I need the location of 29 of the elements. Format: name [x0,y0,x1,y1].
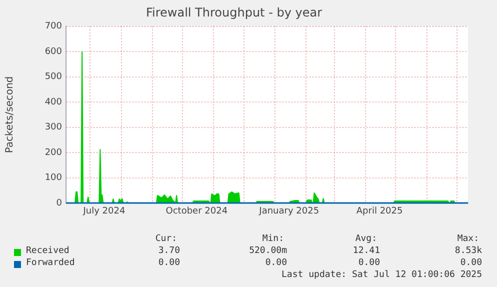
text: Max: [457,234,479,244]
x-tick-label: July 2024 [82,206,126,217]
text: Cur: [155,234,177,244]
x-tick-label: April 2025 [356,206,403,217]
x-tick-label: October 2024 [166,206,228,217]
y-tick-label: 200 [44,148,62,158]
legend-label: Forwarded [26,258,75,268]
legend-label: Received [26,246,70,256]
text: 8.53k [454,246,482,256]
y-tick-label: 100 [44,173,62,184]
y-tick-label: 400 [44,97,62,108]
y-tick-label: 700 [44,22,62,32]
text: 3.70 [158,246,180,256]
text: 520.00m [249,246,287,256]
y-axis-title: Packets/second [4,76,16,154]
x-tick-label: January 2025 [258,206,320,217]
y-tick-label: 600 [44,46,62,57]
text: Min: [262,234,284,244]
text: Avg: [355,234,377,244]
text: 0.00 [460,258,482,268]
chart-title: Firewall Throughput - by year [146,5,322,20]
text: 0.00 [358,258,380,268]
text: 12.41 [352,246,380,256]
text: Last update: Sat Jul 12 01:00:06 2025 [282,270,482,280]
text: 0.00 [158,258,180,268]
text: 0.00 [265,258,287,268]
y-tick-label: 0 [56,198,62,208]
y-tick-label: 500 [44,72,62,82]
y-tick-label: 300 [44,122,62,133]
